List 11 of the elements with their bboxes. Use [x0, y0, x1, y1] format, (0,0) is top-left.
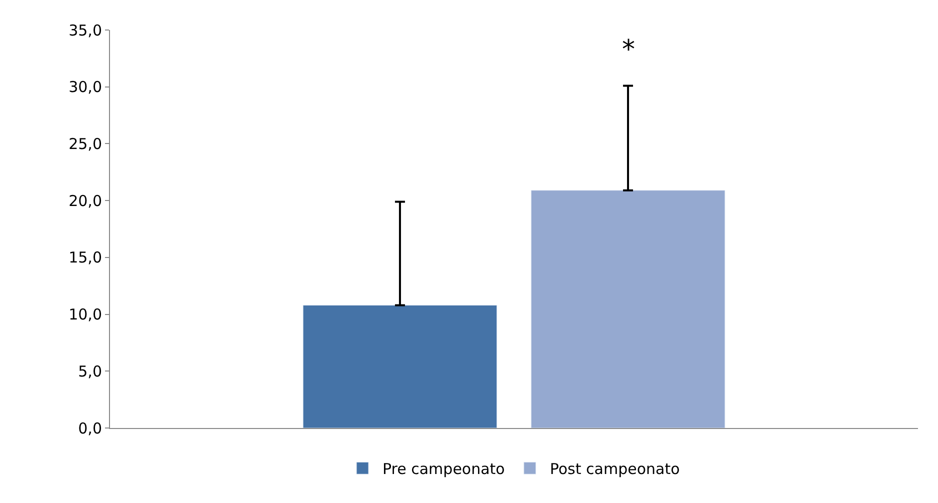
y-tick-label: 35,0	[68, 21, 102, 40]
y-tick-label: 20,0	[68, 192, 102, 210]
legend-label: Post campeonato	[550, 460, 680, 478]
annotation: *	[622, 35, 635, 65]
y-tick-label: 5,0	[78, 362, 102, 380]
y-tick-label: 30,0	[68, 78, 102, 96]
y-tick-label: 0,0	[78, 419, 102, 438]
legend-label: Pre campeonato	[382, 460, 505, 478]
y-tick-label: 25,0	[68, 134, 102, 153]
y-tick-label: 15,0	[68, 248, 102, 267]
y-tick-label: 10,0	[68, 306, 102, 324]
